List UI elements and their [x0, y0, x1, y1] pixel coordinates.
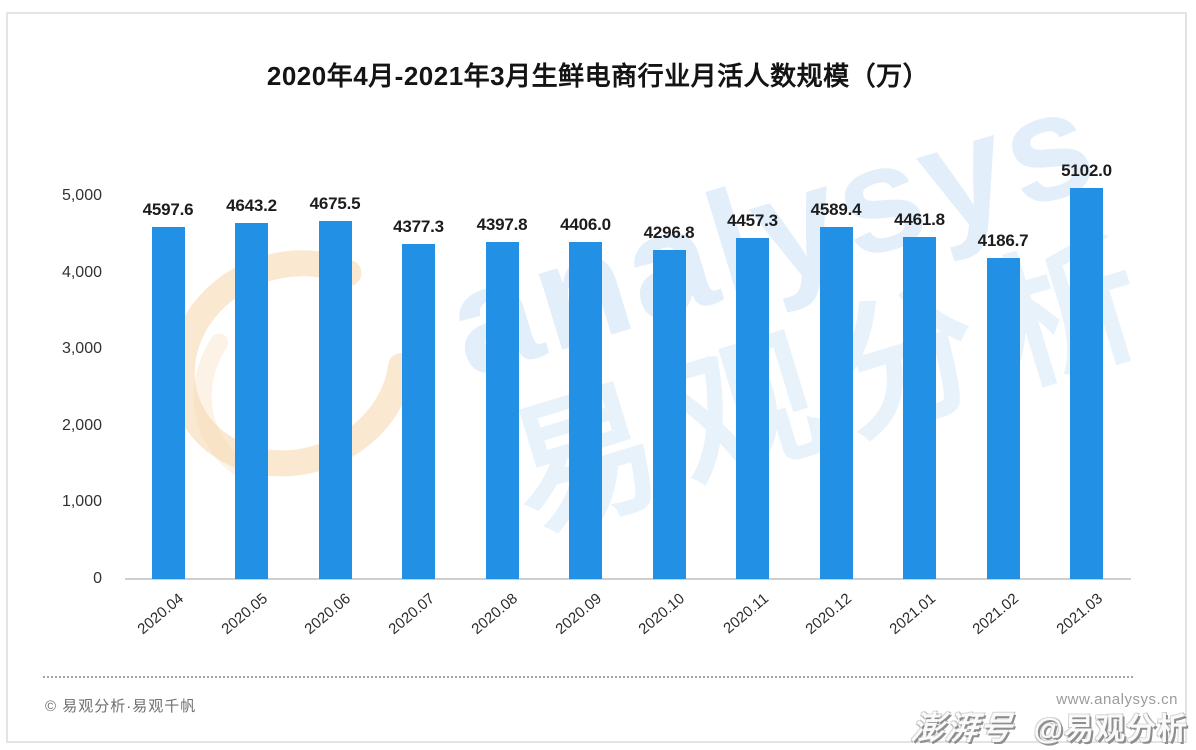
website-text: www.analysys.cn [1056, 691, 1178, 708]
publisher-watermark: 澎湃号 @易观分析 [909, 703, 1188, 749]
bar-2020.10 [652, 249, 686, 579]
bar-value-label: 5102.0 [1061, 161, 1112, 181]
dotted-divider [43, 676, 1133, 678]
bar-2020.09 [569, 241, 602, 579]
y-tick-label: 5,000 [61, 187, 102, 204]
bar-value-label: 4675.5 [309, 193, 361, 213]
y-tick-label: 0 [93, 570, 102, 587]
y-tick-label: 4,000 [61, 263, 102, 281]
x-tick-label: 2020.04 [134, 590, 187, 638]
x-tick-label: 2020.11 [719, 590, 772, 638]
bar-2020.12 [819, 227, 853, 579]
pengpai-badge: 澎湃号 [909, 710, 1016, 746]
bar-value-label: 4397.8 [476, 215, 528, 235]
x-tick-label: 2020.12 [802, 590, 855, 638]
copyright-text: © 易观分析·易观千帆 [45, 698, 197, 715]
chart-title: 2020年4月-2021年3月生鲜电商行业月活人数规模（万） [266, 61, 930, 91]
bar-value-label: 4461.8 [894, 210, 945, 230]
bar-2020.08 [485, 242, 519, 579]
x-tick-label: 2020.07 [384, 590, 438, 638]
bar-value-label: 4406.0 [560, 214, 611, 234]
x-tick-label: 2021.01 [885, 590, 939, 638]
x-tick-label: 2020.09 [551, 590, 605, 638]
bar-2020.05 [235, 223, 268, 579]
y-tick-label: 2,000 [61, 416, 102, 434]
x-tick-label: 2020.08 [468, 590, 521, 638]
bar-value-label: 4589.4 [810, 200, 862, 220]
x-axis-line [125, 578, 1131, 580]
y-tick-label: 3,000 [61, 340, 102, 358]
bar-2021.03 [1070, 188, 1103, 579]
bar-2020.06 [318, 220, 352, 579]
bar-2021.02 [986, 258, 1020, 579]
bar-2020.04 [151, 226, 185, 579]
bar-value-label: 4186.7 [977, 231, 1029, 251]
x-tick-label: 2020.05 [217, 590, 271, 638]
bar-2020.11 [736, 237, 769, 579]
bar-value-label: 4377.3 [393, 216, 444, 236]
bar-2021.01 [903, 237, 936, 579]
x-tick-label: 2020.10 [635, 590, 688, 638]
bar-value-label: 4597.6 [142, 199, 194, 219]
x-tick-label: 2020.06 [301, 590, 354, 638]
bar-2020.07 [402, 243, 435, 579]
x-tick-label: 2021.03 [1052, 590, 1106, 638]
bar-value-label: 4457.3 [727, 210, 778, 230]
bar-value-label: 4643.2 [226, 196, 277, 216]
y-tick-label: 1,000 [61, 493, 102, 511]
bar-value-label: 4296.8 [643, 222, 695, 242]
x-tick-label: 2021.02 [969, 590, 1022, 638]
account-handle: @易观分析 [1033, 713, 1188, 746]
